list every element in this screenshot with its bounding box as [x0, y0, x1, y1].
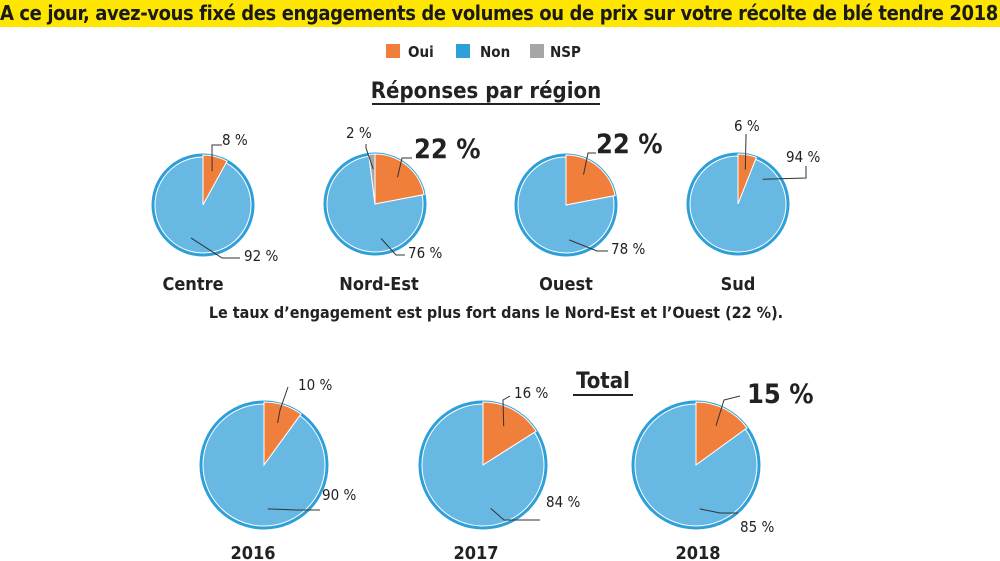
slice-non [202, 403, 326, 527]
pie-name: 2018 [675, 543, 720, 561]
data-label-non: 78 % [611, 240, 645, 258]
slice-non [634, 403, 758, 527]
leader-non [490, 508, 540, 521]
slice-oui [202, 154, 228, 206]
leader-non [380, 238, 405, 256]
data-label-non: 92 % [244, 247, 278, 265]
leader-oui [211, 144, 222, 172]
leader-nsp [365, 144, 374, 170]
data-label-nsp: 2 % [346, 124, 372, 142]
legend-label-non: Non [480, 43, 510, 61]
legend-swatch-nsp [530, 44, 544, 58]
slice-non [326, 155, 424, 253]
data-label-non: 76 % [408, 244, 442, 262]
slice-oui [565, 154, 616, 206]
slice-oui [482, 401, 537, 466]
pie-nord-est: 22 % 76 % 2 % Nord-Est [323, 124, 481, 295]
pie-2017: 16 % 84 % 2017 [418, 384, 580, 561]
slice-non [689, 155, 787, 253]
slice-non [421, 403, 545, 527]
leader-oui [715, 395, 741, 426]
slice-oui [263, 401, 302, 467]
pie-name: 2016 [230, 543, 275, 561]
leader-oui [277, 386, 289, 424]
leader-non [568, 239, 608, 252]
pie-centre: 8 % 92 % Centre [151, 131, 278, 295]
legend: Oui Non NSP [386, 43, 581, 61]
leader-oui [502, 395, 511, 427]
data-label-oui: 22 % [596, 129, 663, 160]
total-heading: Total [576, 369, 630, 394]
chart-title: A ce jour, avez-vous fixé des engagement… [0, 1, 1000, 25]
data-label-non: 85 % [740, 518, 774, 536]
regions-note: Le taux d’engagement est plus fort dans … [209, 303, 783, 322]
data-label-oui: 10 % [298, 376, 332, 394]
data-label-non: 94 % [786, 148, 820, 166]
slice-oui [695, 401, 748, 466]
title-bar [0, 0, 1000, 27]
slice-nsp [368, 153, 376, 205]
data-label-non: 90 % [322, 486, 356, 504]
pie-ouest: 22 % 78 % Ouest [514, 129, 663, 295]
slice-non [517, 156, 615, 254]
data-label-oui: 6 % [734, 117, 760, 135]
data-label-oui: 8 % [222, 131, 248, 149]
pie-name: 2017 [453, 543, 498, 561]
pie-name: Nord-Est [339, 274, 419, 295]
slice-non [154, 156, 252, 254]
leader-oui [744, 134, 747, 170]
data-label-non: 84 % [546, 493, 580, 511]
leader-non [267, 508, 320, 511]
leader-oui [397, 157, 412, 178]
legend-swatch-oui [386, 44, 400, 58]
pie-name: Centre [162, 274, 223, 295]
pie-name: Ouest [539, 274, 593, 295]
data-label-oui: 15 % [747, 379, 814, 410]
legend-label-oui: Oui [408, 43, 434, 61]
leader-oui [583, 152, 596, 175]
pie-name: Sud [721, 274, 756, 295]
pie-2018: 15 % 85 % 2018 [631, 379, 814, 561]
leader-non [762, 166, 807, 180]
data-label-oui: 16 % [514, 384, 548, 402]
regions-heading: Réponses par région [371, 79, 601, 104]
legend-label-nsp: NSP [550, 43, 581, 61]
pie-2016: 10 % 90 % 2016 [199, 376, 356, 561]
legend-swatch-non [456, 44, 470, 58]
pie-sud: 6 % 94 % Sud [686, 117, 820, 295]
leader-non [190, 237, 240, 259]
slice-oui [374, 153, 425, 205]
leader-non [699, 508, 738, 514]
data-label-oui: 22 % [414, 134, 481, 165]
